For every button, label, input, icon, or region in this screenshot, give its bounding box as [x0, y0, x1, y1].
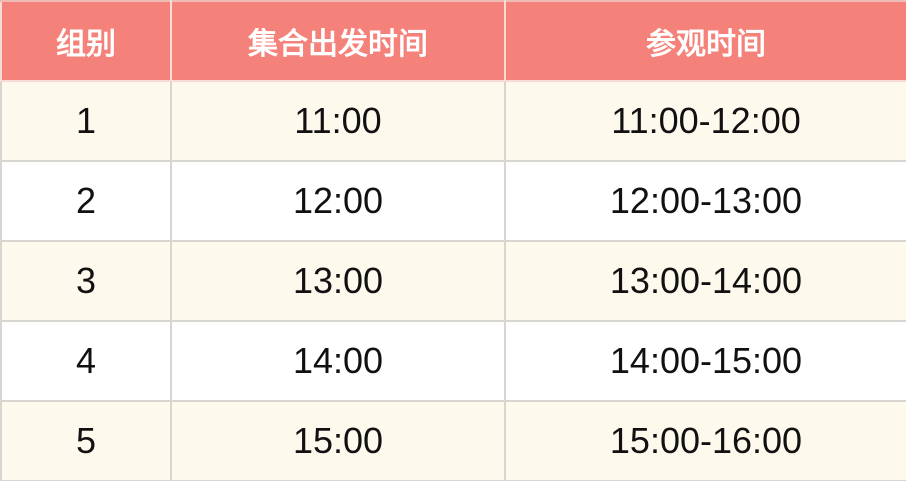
cell-group: 1: [0, 80, 172, 162]
cell-visit-time: 11:00-12:00: [504, 80, 906, 162]
cell-departure-time: 14:00: [170, 320, 506, 402]
table-row: 1 11:00 11:00-12:00: [0, 80, 906, 162]
cell-group: 2: [0, 160, 172, 242]
table-row: 5 15:00 15:00-16:00: [0, 400, 906, 481]
cell-departure-time: 12:00: [170, 160, 506, 242]
cell-departure-time: 11:00: [170, 80, 506, 162]
table-row: 2 12:00 12:00-13:00: [0, 160, 906, 242]
cell-group: 4: [0, 320, 172, 402]
cell-visit-time: 14:00-15:00: [504, 320, 906, 402]
table-row: 4 14:00 14:00-15:00: [0, 320, 906, 402]
column-header-departure-time: 集合出发时间: [170, 0, 506, 82]
cell-visit-time: 12:00-13:00: [504, 160, 906, 242]
cell-visit-time: 13:00-14:00: [504, 240, 906, 322]
cell-group: 3: [0, 240, 172, 322]
column-header-visit-time: 参观时间: [504, 0, 906, 82]
cell-departure-time: 15:00: [170, 400, 506, 481]
cell-visit-time: 15:00-16:00: [504, 400, 906, 481]
cell-departure-time: 13:00: [170, 240, 506, 322]
header-row: 组别 集合出发时间 参观时间: [0, 0, 906, 82]
cell-group: 5: [0, 400, 172, 481]
table-row: 3 13:00 13:00-14:00: [0, 240, 906, 322]
column-header-group: 组别: [0, 0, 172, 82]
